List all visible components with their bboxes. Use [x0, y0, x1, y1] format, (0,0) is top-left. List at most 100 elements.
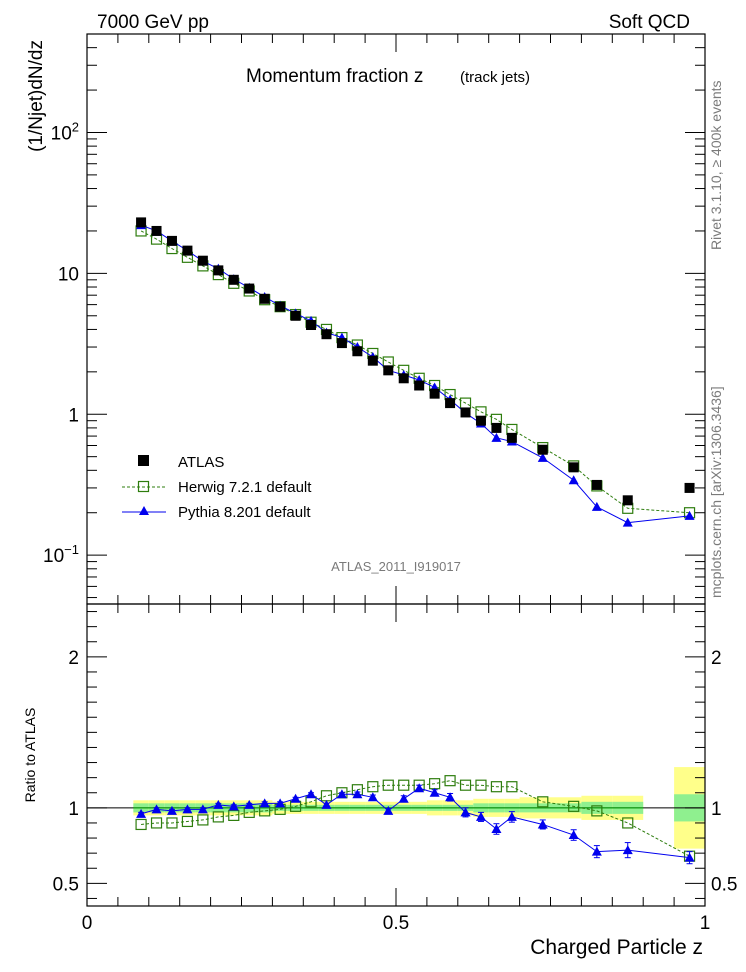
main-atlas-point [213, 265, 224, 276]
main-atlas-point [429, 388, 440, 399]
ratio-pythia-point [414, 783, 425, 793]
main-pythia-point [491, 432, 502, 442]
main-atlas-point [591, 479, 602, 490]
main-atlas-point [166, 235, 177, 246]
ratio-x-tick-label: 0.5 [383, 913, 409, 934]
main-atlas-point [228, 274, 239, 285]
legend-pythia-marker [139, 506, 149, 515]
ratio-pythia-point [491, 823, 502, 833]
ratio-herwig-point [228, 809, 240, 822]
ratio-axis-ticks [86, 604, 706, 906]
ratio-pythia-point [445, 792, 456, 802]
main-atlas-point [306, 320, 317, 331]
ratio-pythia-point [367, 792, 378, 802]
ratio-herwig-point [475, 779, 487, 791]
ratio-y-tick-label: 0.5 [53, 874, 79, 895]
ratio-y-tick-label: 2 [711, 648, 722, 669]
ratio-pythia-point [336, 789, 347, 799]
main-pythia-point [684, 510, 695, 520]
legend-pythia-label: Pythia 8.201 default [178, 504, 311, 521]
ratio-pythia-point [244, 799, 255, 809]
main-atlas-point [537, 444, 548, 455]
main-atlas-point [197, 255, 208, 266]
ratio-pythia-point [136, 808, 147, 818]
ratio-herwig-point [591, 805, 603, 817]
ratio-pythia-point [275, 798, 286, 808]
ratio-pythia-point [151, 804, 162, 814]
ratio-pythia-point [506, 811, 517, 821]
ratio-pythia-point [228, 801, 239, 811]
main-title: Momentum fraction z [246, 66, 423, 87]
main-atlas-point [352, 346, 363, 357]
main-atlas-point [506, 432, 517, 443]
legend: ATLAS Herwig 7.2.1 default Pythia 8.201 … [122, 454, 312, 521]
legend-atlas-marker [138, 455, 149, 466]
main-atlas-point [383, 365, 394, 376]
main-atlas-point [475, 415, 486, 426]
main-atlas-point [491, 422, 502, 433]
ratio-pythia-point [684, 852, 695, 862]
main-y-tick-label: 102 [51, 119, 79, 144]
mcplots-reference-label: mcplots.cern.ch [arXiv:1306.3436] [708, 386, 724, 598]
soft-qcd-label: Soft QCD [609, 12, 690, 33]
ratio-pythia-point [475, 811, 486, 821]
ratio-pythia-point [460, 807, 471, 817]
main-y-axis-label: (1/Njet)dN/dz [26, 40, 47, 152]
ratio-herwig-point [212, 811, 224, 823]
main-atlas-point [290, 310, 301, 321]
ratio-y-tick-label: 0.5 [711, 874, 737, 895]
legend-atlas-label: ATLAS [178, 454, 224, 471]
ratio-pythia-point [568, 830, 579, 840]
legend-herwig-marker [137, 480, 150, 493]
main-atlas-point [445, 398, 456, 409]
ratio-uncertainty-bands [87, 767, 705, 849]
ratio-pythia-point [197, 804, 208, 814]
ratio-pythia-point [321, 799, 332, 809]
ratio-herwig-point [622, 817, 634, 829]
main-y-tick-labels: 10−1 1 10 102 [43, 119, 79, 567]
main-atlas-point [275, 301, 286, 312]
ratio-herwig-point [135, 818, 147, 831]
energy-label: 7000 GeV pp [97, 12, 209, 33]
main-atlas-point [151, 225, 162, 236]
ratio-plot-frame [86, 603, 706, 907]
ratio-herwig-point [197, 814, 209, 826]
main-y-tick-label: 10−1 [43, 542, 79, 567]
ratio-y-tick-labels-right: 0.5 1 2 [711, 648, 737, 896]
ratio-herwig-point [459, 779, 472, 791]
ratio-pythia-point [537, 819, 548, 829]
ratio-pythia-point [182, 804, 193, 814]
main-y-tick-label: 1 [68, 405, 79, 426]
rivet-version-label: Rivet 3.1.10, ≥ 400k events [708, 80, 724, 250]
main-atlas-series [136, 217, 695, 506]
main-subtitle: (track jets) [460, 69, 530, 86]
ratio-herwig-point [181, 815, 194, 828]
main-pythia-point [622, 517, 633, 527]
ratio-pythia-point [398, 793, 409, 803]
main-pythia-point [591, 501, 602, 511]
ratio-y-tick-label: 1 [711, 799, 722, 820]
ratio-herwig-point [490, 781, 503, 793]
ratio-herwig-point [444, 775, 456, 787]
ratio-pythia-point [429, 787, 440, 797]
ratio-pythia-series [136, 783, 695, 865]
main-y-tick-label: 10 [58, 264, 79, 285]
main-atlas-point [684, 482, 695, 493]
ratio-pythia-point [166, 805, 177, 815]
main-atlas-point [336, 338, 347, 349]
ratio-herwig-point [320, 790, 333, 802]
main-pythia-point [537, 452, 548, 462]
ratio-pythia-point [306, 789, 317, 799]
main-atlas-point [622, 495, 633, 506]
ratio-pythia-point [352, 789, 363, 799]
ratio-herwig-point [166, 817, 178, 829]
ratio-herwig-point [367, 781, 379, 793]
main-atlas-point [259, 293, 270, 304]
ratio-pythia-point [622, 845, 633, 855]
ratio-y-axis-label: Ratio to ATLAS [22, 708, 38, 803]
ratio-x-tick-label: 0 [82, 913, 93, 934]
main-atlas-point [398, 373, 409, 384]
ratio-pythia-point [290, 793, 301, 803]
main-atlas-point [136, 217, 147, 228]
ratio-pythia-point [259, 798, 270, 808]
